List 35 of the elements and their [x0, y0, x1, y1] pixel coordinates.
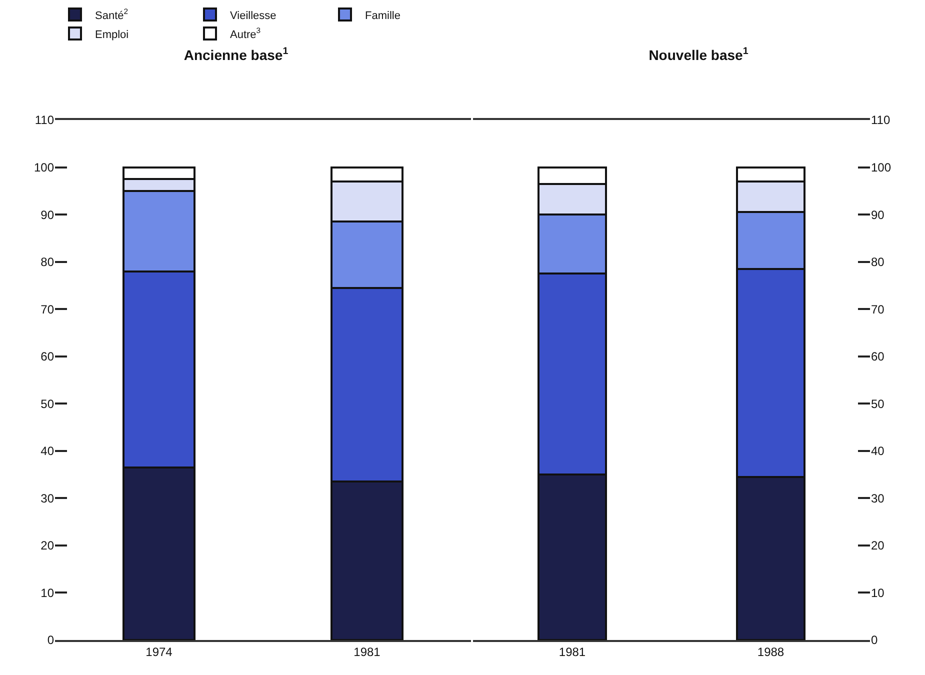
y-tick-label: 100: [34, 160, 54, 174]
x-tick-label: 1981: [354, 645, 381, 660]
y-tick-label: 80: [871, 255, 885, 270]
y-tick-label: 80: [40, 255, 54, 270]
chart-title: Ancienne base$^{1}$: [184, 46, 289, 63]
y-tick-label: 90: [40, 208, 54, 222]
y-tick-label: 0: [871, 633, 878, 648]
y-tick-label: 50: [871, 396, 885, 411]
y-tick-label: 110: [34, 113, 54, 128]
x-tick-label: 1988: [757, 645, 784, 660]
y-tick-label: 40: [40, 444, 54, 458]
y-tick-label: 60: [40, 350, 54, 364]
y-tick-label: 10: [871, 586, 885, 600]
y-tick-label: 30: [40, 491, 54, 506]
y-tick-label: 40: [871, 444, 885, 458]
y-tick-label: 110: [871, 113, 890, 128]
y-tick-label: 70: [40, 302, 54, 316]
legend-label: Famille: [365, 10, 400, 22]
y-tick-label: 10: [40, 586, 54, 600]
x-tick-label: 1981: [558, 645, 586, 660]
y-tick-label: 20: [40, 538, 54, 553]
y-tick-label: 50: [40, 396, 54, 411]
y-tick-label: 90: [871, 208, 885, 222]
legend-label: Vieillesse: [230, 10, 276, 22]
y-tick-label: 70: [871, 302, 885, 316]
y-tick-label: 0: [47, 633, 54, 648]
y-tick-label: 20: [871, 538, 885, 553]
legend-label: Santé$^{2}$: [95, 7, 128, 22]
legend-label: Autre$^{3}$: [230, 26, 261, 41]
chart-title: Nouvelle base$^{1}$: [648, 46, 749, 63]
y-tick-label: 100: [871, 160, 892, 174]
y-tick-label: 60: [871, 350, 885, 364]
x-tick-label: 1974: [146, 645, 173, 660]
legend-label: Emploi: [95, 28, 129, 41]
y-tick-label: 30: [871, 491, 885, 506]
